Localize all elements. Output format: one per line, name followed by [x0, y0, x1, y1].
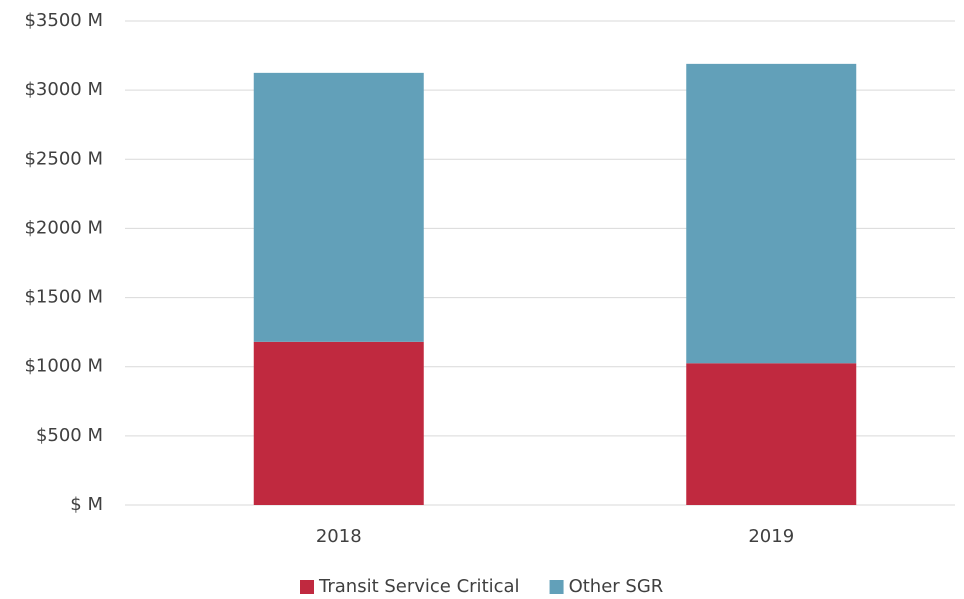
- y-tick-label: $1000 M: [24, 356, 103, 377]
- bar-segment: [686, 63, 857, 364]
- y-tick-label: $3500 M: [24, 10, 103, 31]
- y-tick-label: $1500 M: [24, 287, 103, 308]
- legend-swatch: [300, 580, 314, 594]
- legend-label: Other SGR: [569, 576, 664, 597]
- x-tick-label: 2019: [748, 526, 794, 547]
- bar-segment: [253, 72, 424, 342]
- y-tick-label: $3000 M: [24, 79, 103, 100]
- y-tick-label: $2000 M: [24, 217, 103, 238]
- bar-segment: [686, 363, 857, 505]
- y-tick-label: $2500 M: [24, 148, 103, 169]
- bar-segment: [253, 341, 424, 505]
- legend-label: Transit Service Critical: [318, 576, 520, 597]
- legend-swatch: [549, 580, 564, 594]
- y-tick-label: $ M: [70, 494, 103, 515]
- x-tick-label: 2018: [316, 526, 362, 547]
- y-tick-label: $500 M: [36, 425, 103, 446]
